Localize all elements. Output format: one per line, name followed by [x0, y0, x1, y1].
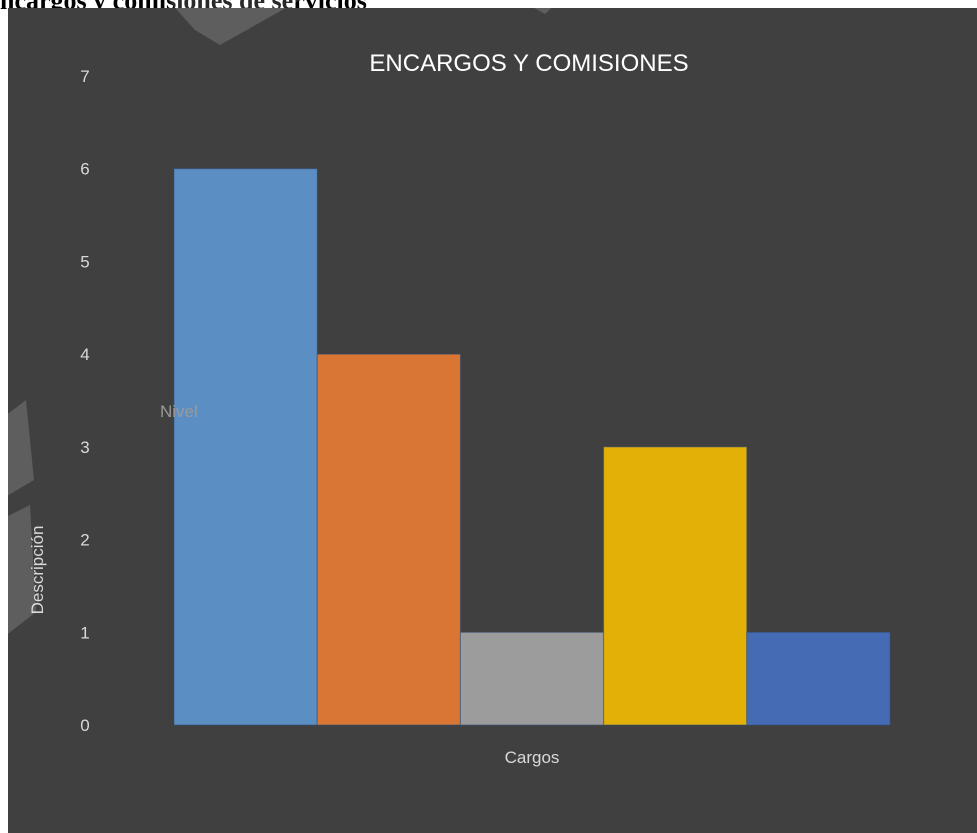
bar-chart: ENCARGOS Y COMISIONES 0 1 2 3 4 5 6 7 Nivel Car…: [28, 50, 891, 767]
chart-title: ENCARGOS Y COMISIONES: [369, 50, 688, 77]
y-axis-ticks: 0 1 2 3 4 5 6 7: [80, 67, 89, 735]
chart-area: ENCARGOS Y COMISIONES 0 1 2 3 4 5 6 7 Nivel Car…: [8, 8, 977, 833]
y-tick-label: 2: [80, 531, 89, 550]
y-tick-label: 1: [80, 623, 89, 642]
y-tick-label: 4: [80, 345, 89, 364]
bars: [173, 168, 891, 726]
y-tick-label: 7: [80, 67, 89, 86]
y-tick-label: 5: [80, 252, 89, 271]
chart-annotation: Nivel: [160, 402, 198, 421]
y-tick-label: 6: [80, 160, 89, 179]
bar: [316, 353, 461, 726]
bar: [746, 631, 891, 726]
bar: [603, 446, 748, 726]
y-tick-label: 0: [80, 716, 89, 735]
y-tick-label: 3: [80, 438, 89, 457]
bar: [173, 168, 318, 726]
y-axis-label: Descripción: [28, 526, 47, 615]
x-axis-label: Cargos: [505, 748, 560, 767]
bar: [459, 631, 605, 726]
